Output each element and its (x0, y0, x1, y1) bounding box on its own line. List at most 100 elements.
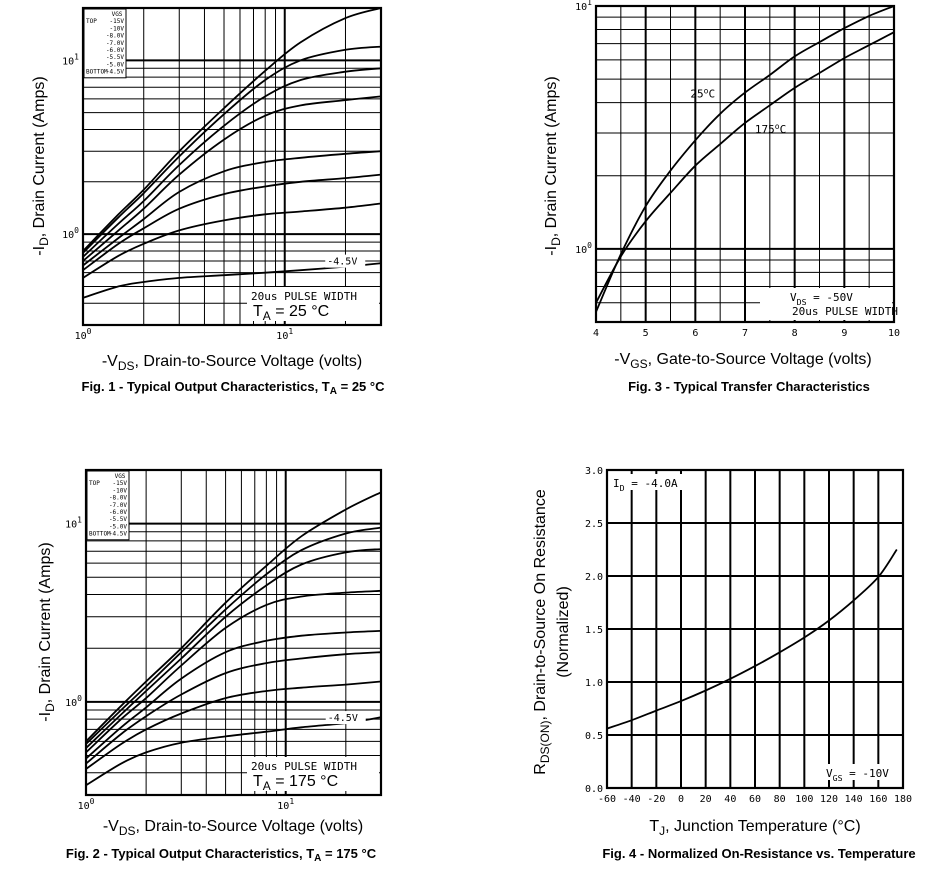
fig2-curve-label: -4.5V (328, 713, 358, 724)
fig3-series-line-1 (595, 5, 895, 313)
fig2-x-tick-label: 101 (277, 797, 294, 812)
fig3-y-tick-label: 100 (575, 241, 592, 256)
fig4-y-tick-label: 0.5 (585, 731, 603, 742)
fig1-legend-entry: -8.0V (106, 33, 124, 40)
fig4-x-tick-label: 20 (700, 794, 712, 805)
fig1-x-tick-label: 101 (276, 327, 293, 342)
fig4-x-tick-label: -40 (623, 794, 641, 805)
fig1-y-axis-label: -ID, Drain Current (Amps) (31, 76, 51, 255)
fig2-y-tick-label: 101 (65, 516, 82, 531)
fig3-pulse-note: 20us PULSE WIDTH (792, 305, 898, 318)
fig1-series-line-4 (82, 95, 382, 262)
fig2-temp-note: TA = 175 °C (253, 773, 338, 793)
fig4-x-tick-label: 0 (678, 794, 684, 805)
fig4-caption: Fig. 4 - Normalized On-Resistance vs. Te… (602, 846, 915, 861)
fig4-vgs-note-bg (823, 764, 901, 780)
fig3-x-tick-label: 4 (593, 328, 599, 339)
fig1-series-line-2 (82, 45, 382, 254)
fig2-pulse-note: 20us PULSE WIDTH (251, 760, 357, 773)
fig4-y-tick-label: 2.0 (585, 572, 603, 583)
fig2-series-line-5 (85, 630, 382, 760)
fig4-x-tick-label: 160 (869, 794, 887, 805)
fig4-id-note: ID = -4.0A (613, 477, 678, 493)
fig4-plot-frame (605, 468, 905, 790)
fig1-legend-entry: -7.0V (106, 40, 124, 47)
fig2-plot-frame (84, 468, 383, 797)
fig4-y-tick-label: 2.5 (585, 519, 603, 530)
fig4-y-tick-label: 1.5 (585, 625, 603, 636)
fig4-x-tick-label: -20 (647, 794, 665, 805)
fig2-legend-tag: TOP (89, 480, 100, 487)
fig4-vgs-note: VGS = -10V (826, 767, 889, 783)
fig2-note-bg (247, 757, 379, 791)
fig2-y-axis-label: -ID, Drain Current (Amps) (37, 542, 57, 721)
fig2-x-axis-label: -VDS, Drain-to-Source Voltage (volts) (103, 818, 363, 838)
fig2-output-characteristics-175c: 100 101 100 101 -VDS, Drain-to-Source Voltag… (37, 468, 383, 864)
fig4-normalized-on-resistance: -60 -40 -20 0 20 40 60 80 100 120 140 160 180 0.0 0.5 1… (532, 466, 916, 861)
fig4-x-tick-label: 60 (749, 794, 761, 805)
fig3-x-tick-label: 6 (692, 328, 698, 339)
fig2-series-line-1 (85, 491, 382, 743)
fig1-curve-label: -4.5V (327, 257, 357, 268)
fig3-x-tick-label: 8 (792, 328, 798, 339)
fig2-legend-box (86, 470, 130, 541)
fig2-legend-entry: -6.0V (109, 509, 127, 516)
fig4-x-tick-label: 180 (894, 794, 912, 805)
fig3-series-line-2 (595, 31, 895, 304)
fig2-legend-entry: -5.0V (109, 523, 127, 530)
fig2-legend-header: VGS (115, 473, 126, 480)
fig1-pulse-note: 20us PULSE WIDTH (251, 290, 357, 303)
fig3-transfer-characteristics: 4 5 6 7 8 9 10 100 101 -VGS, Gate-to-Source Volta… (543, 0, 900, 394)
fig3-y-tick-label: 101 (575, 0, 592, 13)
fig4-y-tick-label: 3.0 (585, 466, 603, 477)
fig2-legend-entry: -15V (113, 480, 128, 487)
fig1-series-line-3 (82, 67, 382, 258)
fig4-id-note-bg (610, 474, 690, 490)
fig1-series-line-7 (82, 202, 382, 279)
fig4-x-tick-label: 40 (724, 794, 736, 805)
fig1-legend-entry: -10V (110, 25, 125, 32)
fig2-y-tick-label: 100 (65, 694, 82, 709)
fig4-y-axis-label: RDS(ON), Drain-to-Source On Resistance (532, 489, 552, 775)
fig3-x-tick-label: 7 (742, 328, 748, 339)
fig1-temp-note: TA = 25 °C (253, 303, 329, 323)
fig3-vds-note: VDS = -50V (790, 291, 853, 307)
fig3-label-175c: 175oC (755, 122, 786, 136)
fig1-series-line-8 (82, 262, 382, 299)
fig4-y-tick-label: 0.0 (585, 784, 603, 795)
fig2-curve-label-bg (325, 711, 366, 725)
fig1-legend-entry: -5.5V (106, 54, 124, 61)
fig1-legend-entry: -15V (110, 18, 125, 25)
fig2-series-line-8 (85, 716, 382, 787)
fig2-x-tick-label: 100 (78, 797, 95, 812)
fig1-legend-entry: -5.0V (106, 61, 124, 68)
fig3-caption: Fig. 3 - Typical Transfer Characteristic… (628, 379, 870, 394)
fig2-series-line-4 (85, 589, 382, 754)
fig1-legend-tag: TOP (86, 18, 97, 25)
fig4-y-axis-label-2: (Normalized) (555, 586, 572, 678)
fig1-note-bg (247, 287, 379, 321)
fig1-output-characteristics-25c: 100 101 100 101 -VDS, Drain-to-Source Voltag… (31, 6, 385, 397)
fig4-x-tick-label: 100 (795, 794, 813, 805)
fig2-legend-entry: -4.5V (109, 531, 127, 538)
fig1-legend-entry: -6.0V (106, 47, 124, 54)
fig3-x-tick-label: 10 (888, 328, 900, 339)
fig3-label-25c: 25oC (690, 87, 715, 101)
fig1-y-tick-label: 100 (62, 226, 79, 241)
fig3-x-axis-label: -VGS, Gate-to-Source Voltage (volts) (614, 351, 871, 371)
fig1-curve-label-bg (325, 254, 366, 268)
fig4-x-tick-label: 80 (774, 794, 786, 805)
fig3-x-tick-label: 5 (643, 328, 649, 339)
fig3-note-bg (760, 288, 892, 320)
fig1-plot-frame (81, 6, 383, 327)
fig1-x-axis-label: -VDS, Drain-to-Source Voltage (volts) (102, 353, 362, 373)
fig2-series-line-7 (85, 680, 382, 770)
fig2-series-line-3 (85, 548, 382, 749)
fig4-y-tick-label: 1.0 (585, 678, 603, 689)
fig1-legend-entry: -4.5V (106, 69, 124, 76)
fig2-legend-entry: -5.5V (109, 516, 127, 523)
fig4-x-tick-label: 140 (845, 794, 863, 805)
fig2-legend-entry: -10V (113, 487, 128, 494)
fig4-x-axis-label: TJ, Junction Temperature (°C) (649, 818, 860, 838)
